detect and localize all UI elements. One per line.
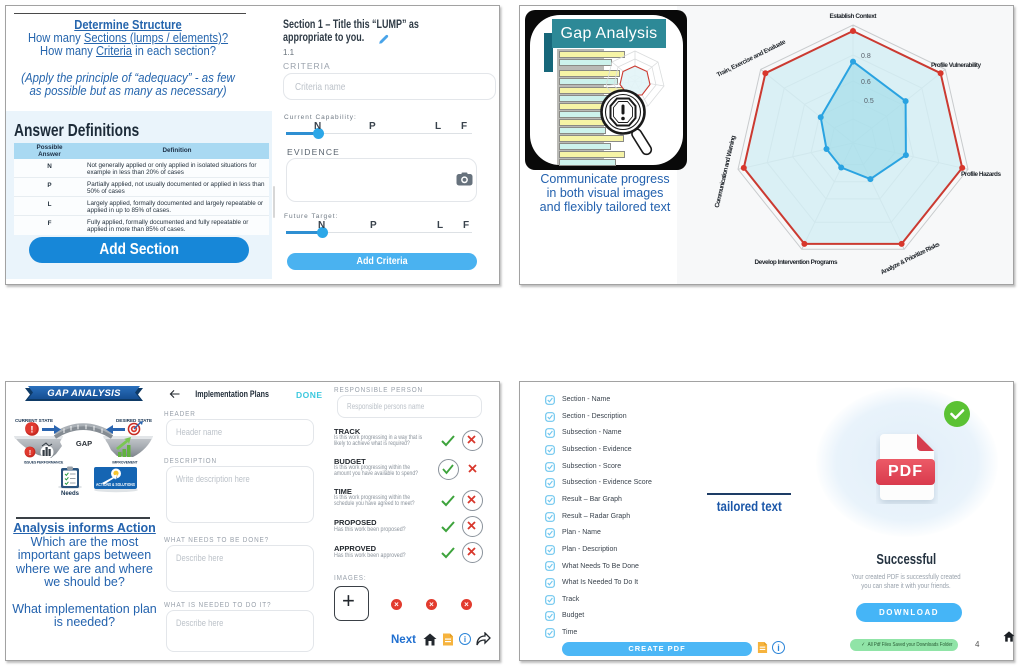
svg-text:!: ! [29, 448, 32, 457]
svg-text:ACTIONS & SOLUTIONS: ACTIONS & SOLUTIONS [96, 482, 135, 487]
svg-text:ISSUES: ISSUES [24, 461, 37, 465]
svg-text:Develop Intervention Programs: Develop Intervention Programs [755, 259, 838, 266]
svg-text:PERFORMANCE: PERFORMANCE [37, 461, 64, 465]
svg-text:Profile Vulnerability: Profile Vulnerability [931, 62, 981, 69]
svg-text:Needs: Needs [61, 491, 80, 497]
svg-text:IMPROVEMENT: IMPROVEMENT [112, 461, 138, 465]
svg-text:Communication and Warning: Communication and Warning [714, 135, 737, 209]
svg-text:CURRENT STATE: CURRENT STATE [15, 418, 53, 423]
svg-text:0.6: 0.6 [861, 79, 871, 86]
svg-text:Profile Hazards: Profile Hazards [961, 171, 1001, 178]
svg-text:GAP ANALYSIS: GAP ANALYSIS [47, 388, 121, 399]
svg-text:0.8: 0.8 [861, 53, 871, 60]
svg-text:DESIRED STATE: DESIRED STATE [116, 418, 152, 423]
svg-text:Establish Context: Establish Context [830, 13, 878, 20]
svg-text:0.5: 0.5 [864, 98, 874, 105]
svg-text:Analyze & Prioritize Risks: Analyze & Prioritize Risks [880, 241, 942, 276]
svg-text:!: ! [30, 425, 33, 436]
svg-text:GAP: GAP [76, 439, 92, 448]
